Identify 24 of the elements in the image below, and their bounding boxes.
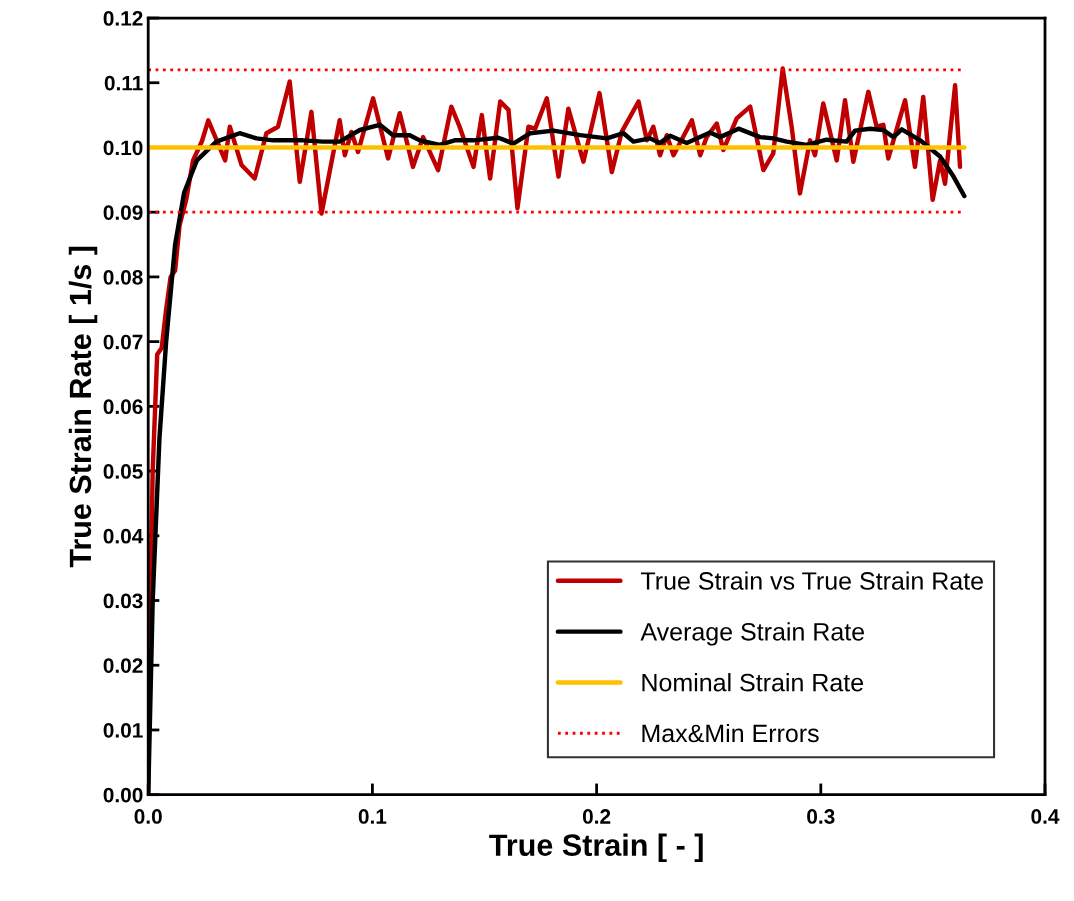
y-tick-label: 0.01 bbox=[103, 722, 143, 738]
legend-label: Nominal Strain Rate bbox=[642, 673, 864, 692]
y-axis-title: True Strain Rate [ 1/s ] bbox=[68, 246, 98, 568]
legend-label: Average Strain Rate bbox=[640, 622, 864, 646]
y-tick-label: 0.00 bbox=[103, 787, 143, 803]
y-tick-label: 0.07 bbox=[103, 334, 143, 350]
x-tick-label: 0.1 bbox=[358, 809, 387, 824]
y-tick-label: 0.04 bbox=[103, 528, 144, 544]
x-tick-label: 0.4 bbox=[1031, 809, 1060, 824]
x-axis-title: True Strain [ - ] bbox=[489, 833, 703, 863]
y-tick-label: 0.08 bbox=[103, 269, 143, 285]
x-tick-label: 0.3 bbox=[807, 809, 835, 824]
y-tick-label: 0.02 bbox=[103, 658, 143, 673]
y-tick-label: 0.03 bbox=[103, 593, 143, 609]
y-tick-label: 0.05 bbox=[103, 464, 143, 479]
y-tick-label: 0.11 bbox=[104, 75, 143, 91]
y-tick-label: 0.06 bbox=[103, 399, 143, 415]
y-tick-label: 0.09 bbox=[103, 205, 143, 220]
legend-label: Max&Min Errors bbox=[642, 723, 819, 743]
x-tick-label: 0.2 bbox=[582, 809, 611, 824]
y-tick-label: 0.10 bbox=[103, 140, 143, 156]
x-tick-label: 0.0 bbox=[134, 809, 162, 824]
y-tick-label: 0.12 bbox=[103, 11, 143, 26]
legend-label: True Strain vs True Strain Rate bbox=[640, 571, 983, 590]
